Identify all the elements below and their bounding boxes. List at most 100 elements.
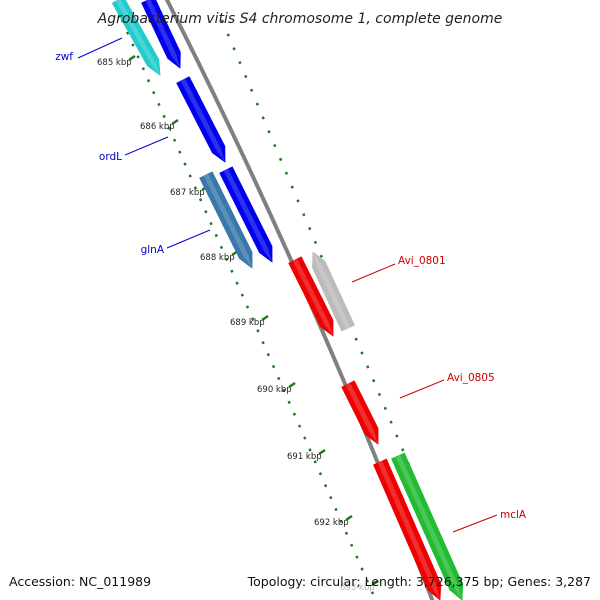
gene-arrow[interactable] (219, 166, 273, 263)
tick-mark (296, 199, 300, 203)
tick-mark (266, 353, 270, 357)
gene-arrow-ordl[interactable] (176, 76, 226, 163)
gene-highlight (345, 382, 378, 444)
tick-mark (214, 233, 218, 238)
tick-mark (256, 329, 260, 333)
major-tick (288, 381, 296, 389)
gene-label[interactable]: mclA (500, 509, 527, 521)
gene-highlight (313, 252, 351, 330)
gene-highlight (203, 173, 252, 268)
tick-mark (126, 31, 130, 35)
tick-mark (157, 102, 161, 107)
tick-mark (354, 337, 358, 341)
tick-label: 692 kbp (314, 518, 349, 528)
tick-mark (188, 174, 192, 178)
gene-label[interactable]: Avi_0805 (447, 372, 495, 384)
gene-label[interactable]: ordL (99, 151, 122, 163)
tick-mark (308, 448, 312, 452)
tick-mark (136, 55, 140, 59)
gene-arrow[interactable] (373, 458, 442, 600)
gene-arrow-avi_0801[interactable] (288, 256, 334, 337)
gene-body[interactable] (176, 76, 226, 163)
tick-mark (167, 126, 172, 130)
genome-summary-text: Topology: circular; Length: 3,726,375 bp… (247, 574, 591, 589)
tick-mark (344, 531, 349, 535)
gene-highlight (292, 258, 333, 336)
tick-mark (334, 507, 338, 512)
tick-mark (198, 198, 203, 202)
tick-mark (249, 88, 254, 92)
gene-body[interactable] (111, 0, 161, 76)
gene-arrow-mcla[interactable] (391, 452, 464, 600)
tick-mark (267, 130, 271, 134)
tick-mark (370, 591, 375, 595)
gene-highlight (377, 461, 440, 600)
tick-label: 685 kbp (97, 58, 132, 68)
gene-body[interactable] (341, 380, 379, 445)
gene-arrow-zwf[interactable] (111, 0, 161, 76)
major-tick (345, 514, 353, 522)
gene-arrow[interactable] (312, 251, 355, 332)
label-leader-line (399, 379, 445, 399)
gene-label[interactable]: Avi_0801 (398, 255, 446, 267)
tick-mark (172, 138, 177, 142)
tick-mark (230, 269, 234, 273)
gene-features[interactable] (111, 0, 464, 600)
tick-mark (152, 90, 156, 95)
tick-mark (226, 33, 230, 37)
inner-tick-track (120, 19, 379, 595)
gene-body[interactable] (199, 171, 253, 269)
accession-text: Accession: NC_011989 (9, 574, 151, 589)
tick-mark (240, 293, 244, 297)
label-leader-line (452, 514, 498, 533)
tick-mark (308, 226, 312, 231)
tick-mark (329, 495, 333, 500)
tick-mark (377, 392, 382, 397)
tick-mark (287, 400, 291, 404)
tick-mark (255, 102, 259, 106)
tick-mark (244, 74, 248, 79)
tick-mark (178, 150, 182, 154)
gene-body[interactable] (373, 458, 442, 600)
gene-arrow-glna[interactable] (199, 171, 253, 269)
gene-label[interactable]: zwf (55, 51, 73, 63)
tick-mark (292, 412, 297, 416)
gene-labels: zwf ordL glnA Avi_0801 Avi_0805 mclA (55, 37, 527, 533)
tick-mark (146, 79, 151, 83)
tick-mark (290, 185, 294, 189)
gene-highlight (180, 78, 225, 162)
tick-label: 690 kbp (257, 385, 292, 395)
tick-mark (251, 317, 255, 321)
tick-mark (278, 157, 283, 162)
tick-mark (183, 162, 187, 166)
tick-mark (273, 143, 277, 148)
tick-label: 688 kbp (200, 253, 235, 263)
gene-body[interactable] (288, 256, 334, 337)
tick-mark (389, 420, 393, 424)
label-leader-line (124, 136, 169, 156)
gene-arrow[interactable] (141, 0, 181, 69)
tick-mark (350, 543, 354, 547)
gene-body[interactable] (141, 0, 181, 69)
label-leader-line (166, 229, 211, 249)
major-tick (371, 579, 379, 587)
gene-label[interactable]: glnA (141, 244, 165, 256)
tick-mark (162, 114, 166, 119)
tick-mark (319, 254, 323, 258)
tick-mark (282, 388, 286, 393)
tick-label: 686 kbp (140, 122, 175, 132)
gene-arrow-avi_0805[interactable] (341, 380, 379, 445)
label-leader-line (351, 263, 396, 283)
tick-label: 689 kbp (230, 318, 265, 328)
gene-highlight (223, 168, 272, 262)
tick-mark (238, 60, 242, 65)
gene-body[interactable] (391, 452, 464, 600)
tick-mark (277, 376, 281, 381)
gene-body[interactable] (312, 251, 355, 332)
gene-body[interactable] (219, 166, 273, 263)
tick-label: 691 kbp (287, 452, 322, 462)
tick-mark (365, 579, 369, 583)
tick-mark (245, 305, 250, 309)
tick-mark (220, 19, 225, 23)
